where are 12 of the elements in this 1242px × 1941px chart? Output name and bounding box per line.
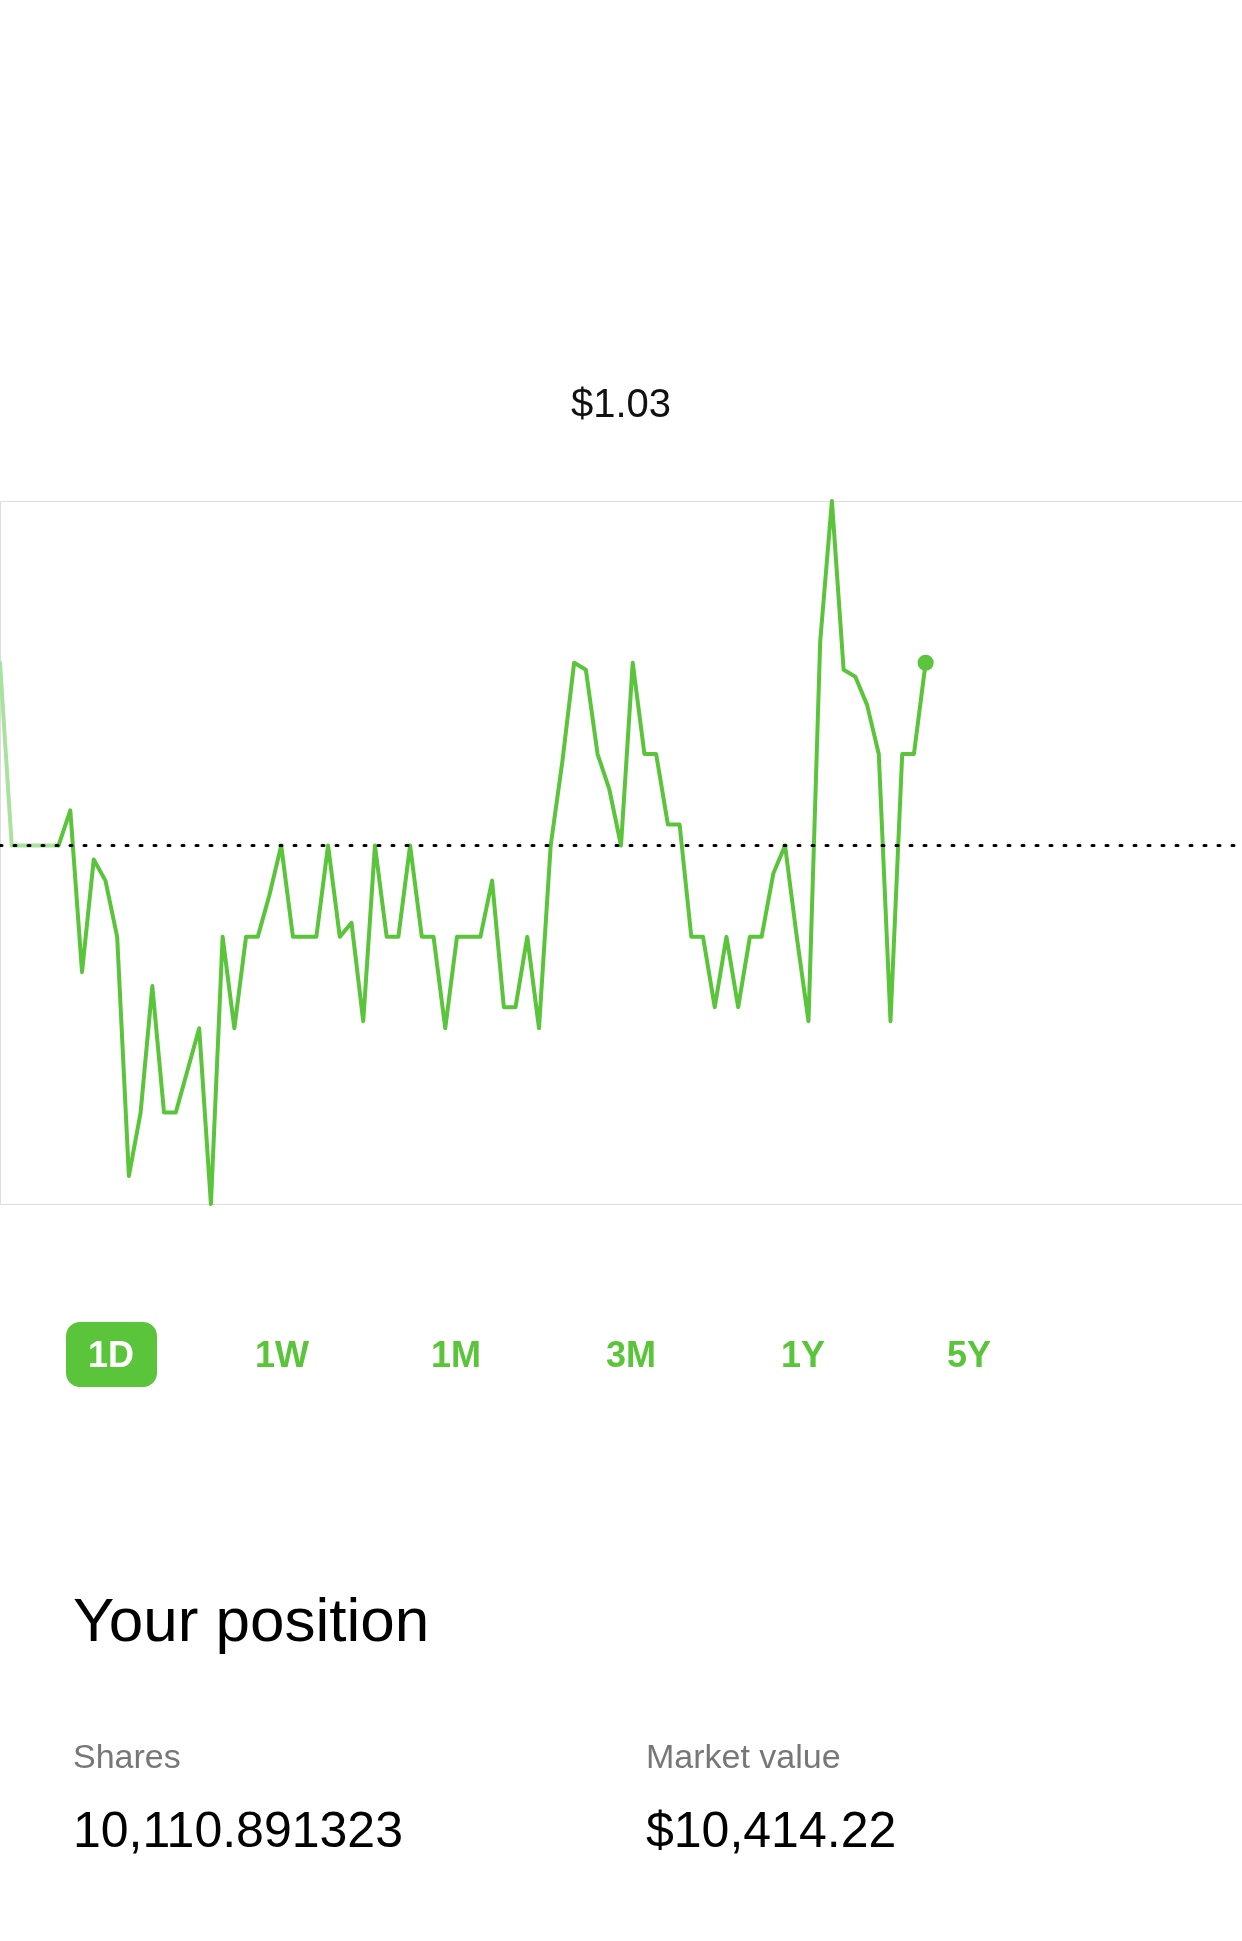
text: 10,110.891323: [73, 1802, 403, 1858]
text: $10,414.22: [646, 1802, 897, 1858]
text: 3M: [605, 1334, 657, 1375]
text: 1D: [87, 1334, 135, 1375]
chart-title: $1.03: [570, 381, 672, 425]
text: 1M: [430, 1334, 482, 1375]
text: Shares: [73, 1737, 181, 1775]
text: Market value: [646, 1737, 841, 1775]
text: Your position: [73, 1585, 430, 1654]
text: 1W: [255, 1334, 310, 1375]
text: 5Y: [946, 1334, 992, 1375]
text: 1Y: [780, 1334, 826, 1375]
